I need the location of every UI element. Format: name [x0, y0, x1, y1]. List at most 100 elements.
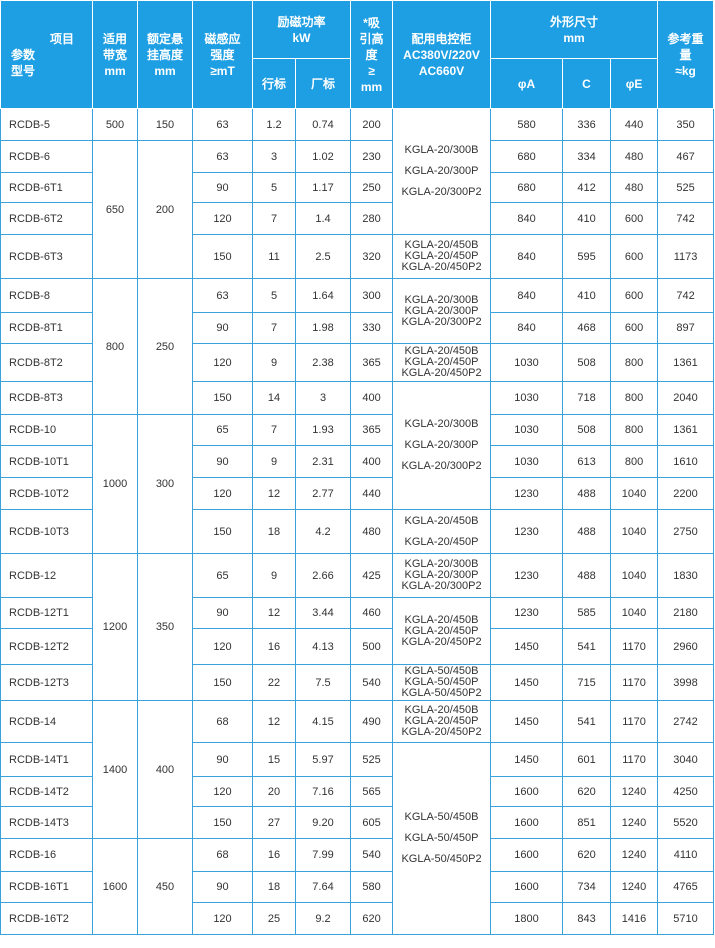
value-cell: 490 [350, 700, 394, 743]
model-cell: RCDB-16T2 [0, 902, 93, 935]
value-cell: 2742 [657, 700, 715, 743]
value-cell: 336 [562, 108, 612, 141]
value-cell: 480 [610, 140, 659, 173]
model-cell: RCDB-16T1 [0, 871, 93, 903]
belt-width-cell: 500 [92, 108, 138, 141]
cell-line: AC660V [418, 63, 465, 78]
value-cell: 330 [350, 312, 394, 344]
cell-line: KGLA-20/450B [404, 514, 479, 527]
model-cell: RCDB-16 [0, 838, 93, 872]
value-cell: 742 [657, 202, 715, 235]
value-cell: 480 [350, 509, 394, 554]
value-cell: 5 [252, 278, 296, 313]
cell-line: KGLA-20/300P2 [401, 186, 482, 198]
cell-line: 量 [679, 47, 692, 62]
value-cell: 1230 [490, 553, 564, 598]
model-cell: RCDB-14 [0, 700, 93, 743]
cell-line: KGLA-20/450P [404, 535, 479, 548]
model-cell: RCDB-10T3 [0, 509, 93, 554]
table-row: RCDB-6T1 90 5 1.17 250 680 412 480 525 [0, 172, 715, 203]
table-row: RCDB-14T2 120 20 7.16 565 1600 620 1240 4250 [0, 776, 715, 807]
cell-line: KGLA-20/450B [404, 239, 479, 251]
value-cell: 680 [490, 172, 564, 203]
model-cell: RCDB-14T1 [0, 742, 93, 777]
value-cell: 800 [610, 414, 659, 446]
cell-line: AC380V/220V [403, 47, 480, 62]
cell-line: 度 [365, 47, 378, 62]
cell-line: KGLA-20/450B [404, 613, 479, 626]
value-cell: 4.13 [294, 628, 352, 665]
cabinet-cell: KGLA-20/450B KGLA-20/450P KGLA-20/450P2 [392, 234, 492, 279]
cell-line: KGLA-20/300B [404, 418, 479, 430]
height-cell: 300 [137, 414, 193, 554]
header-subcell: φA [490, 58, 564, 109]
table-row: RCDB-12T1 90 12 3.44 460 KGLA-20/450B KGLA-20/… [0, 597, 715, 665]
model-cell: RCDB-6T3 [0, 234, 93, 279]
cell-line: 引高 [359, 31, 384, 46]
cell-line: KGLA-50/450B [404, 811, 479, 823]
table-row: RCDB-6T2 120 7 1.4 280 840 410 600 742 [0, 202, 715, 235]
table-row: RCDB-6T3 150 11 2.5 320 KGLA-20/450B KGLA-20/4… [0, 234, 715, 279]
value-cell: 1170 [610, 664, 659, 701]
value-cell: 400 [350, 381, 394, 415]
value-cell: 1030 [490, 381, 564, 415]
value-cell: 1030 [490, 445, 564, 478]
value-cell: 3.44 [294, 597, 352, 629]
belt-width-cell: 1000 [92, 414, 138, 554]
value-cell: 595 [562, 234, 612, 279]
cell-line: KGLA-20/300B [404, 558, 479, 570]
value-cell: 2180 [657, 597, 715, 629]
cell-line: KGLA-50/450P2 [401, 687, 482, 699]
value-cell: 365 [350, 414, 394, 446]
value-cell: 1.02 [294, 140, 352, 173]
value-cell: 20 [252, 776, 296, 807]
value-cell: 63 [192, 108, 253, 141]
table-row: RCDB-16T2 120 25 9.2 620 1800 843 1416 5710 [0, 902, 715, 935]
cell-line: KGLA-20/300P [404, 304, 479, 317]
value-cell: 4.2 [294, 509, 352, 554]
value-cell: 580 [490, 108, 564, 141]
cabinet-cell: KGLA-20/450B KGLA-20/450P KGLA-20/450P2 [392, 700, 492, 743]
value-cell: 9 [252, 553, 296, 598]
cabinet-cell: KGLA-50/450B KGLA-50/450P KGLA-50/450P2 [392, 742, 492, 935]
value-cell: 1450 [490, 742, 564, 777]
value-cell: 18 [252, 509, 296, 554]
value-cell: 601 [562, 742, 612, 777]
value-cell: 150 [192, 664, 253, 701]
value-cell: 9 [252, 343, 296, 382]
value-cell: 1.2 [252, 108, 296, 141]
model-cell: RCDB-6T1 [0, 172, 93, 203]
value-cell: 150 [192, 234, 253, 279]
value-cell: 1.93 [294, 414, 352, 446]
value-cell: 1450 [490, 664, 564, 701]
table-row: RCDB-16T1 90 18 7.64 580 1600 734 1240 4765 [0, 871, 715, 903]
value-cell: 18 [252, 871, 296, 903]
value-cell: 1450 [490, 628, 564, 665]
value-cell: 2.31 [294, 445, 352, 478]
model-cell: RCDB-12T2 [0, 628, 93, 665]
value-cell: 840 [490, 202, 564, 235]
value-cell: 7.99 [294, 838, 352, 872]
value-cell: 742 [657, 278, 715, 313]
value-cell: 1.98 [294, 312, 352, 344]
belt-width-cell: 800 [92, 278, 138, 415]
value-cell: 1170 [610, 628, 659, 665]
value-cell: 120 [192, 343, 253, 382]
value-cell: 1610 [657, 445, 715, 478]
model-cell: RCDB-10 [0, 414, 93, 446]
value-cell: 440 [350, 477, 394, 510]
header-cell: 外形尺寸 mm [490, 0, 659, 59]
table-row: RCDB-8T1 90 7 1.98 330 840 468 600 897 [0, 312, 715, 344]
value-cell: 840 [490, 234, 564, 279]
value-cell: 541 [562, 700, 612, 743]
cell-line: KGLA-20/300B [404, 293, 479, 306]
value-cell: 9.20 [294, 806, 352, 839]
model-cell: RCDB-12T1 [0, 597, 93, 629]
value-cell: 605 [350, 806, 394, 839]
model-cell: RCDB-14T2 [0, 776, 93, 807]
value-cell: 4250 [657, 776, 715, 807]
value-cell: 800 [610, 343, 659, 382]
value-cell: 7 [252, 312, 296, 344]
cell-line: 带宽 [102, 47, 127, 62]
value-cell: 120 [192, 902, 253, 935]
